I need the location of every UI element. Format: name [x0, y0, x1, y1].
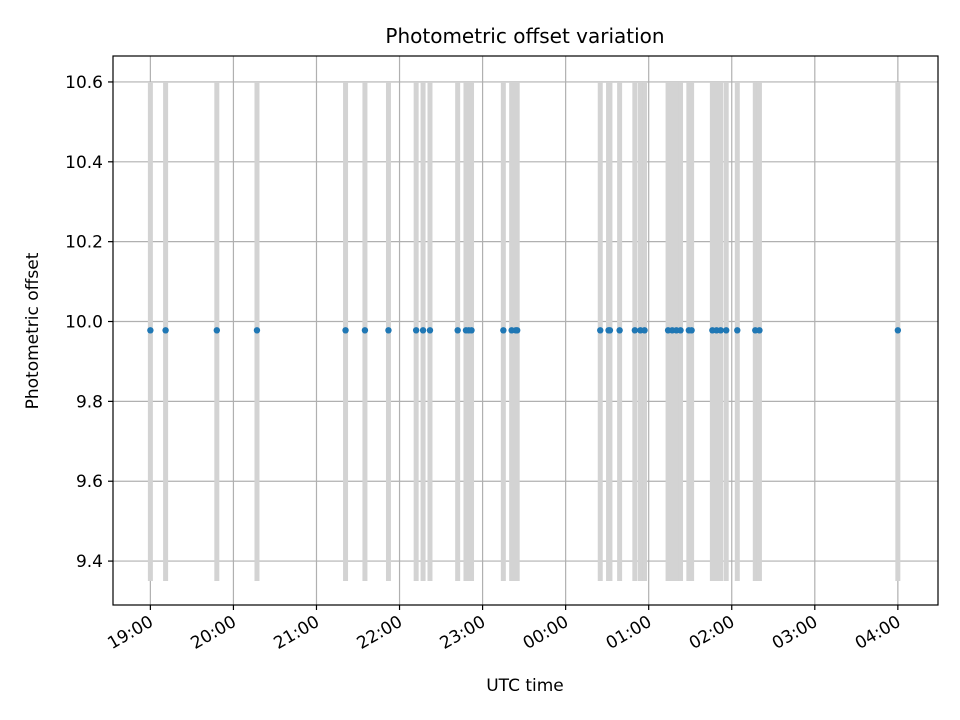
data-point [734, 327, 741, 334]
data-point [342, 327, 349, 334]
data-point [631, 327, 639, 334]
y-tick-label: 9.8 [76, 392, 103, 412]
x-tick-label: 22:00 [354, 612, 406, 654]
data-point [253, 327, 261, 334]
data-point [213, 327, 221, 334]
data-point [454, 327, 461, 334]
data-point [412, 327, 420, 334]
plot-frame [112, 55, 939, 606]
data-point [385, 327, 392, 334]
x-tick-label: 23:00 [437, 612, 489, 654]
y-tick-label: 10.0 [65, 313, 103, 333]
data-point [426, 327, 434, 334]
x-tick-label: 01:00 [603, 612, 655, 654]
y-tick-label: 10.4 [65, 153, 103, 173]
chart-title: Photometric offset variation [385, 24, 664, 48]
data-point [641, 327, 648, 334]
plot-area [113, 56, 938, 605]
x-axis-ticks: 19:00 20:00 21:00 22:00 23:00 00:00 01:00 02:00… [104, 605, 904, 654]
data-point [597, 327, 604, 334]
data-point [361, 327, 369, 334]
y-tick-label: 10.6 [65, 73, 103, 93]
x-tick-label: 19:00 [104, 612, 156, 654]
y-tick-label: 9.4 [76, 552, 103, 572]
data-point [723, 327, 730, 334]
x-axis-title: UTC time [486, 676, 564, 696]
y-axis-ticks: 9.4 9.6 9.8 10.0 10.2 10.4 10.6 [65, 73, 113, 572]
data-point [688, 327, 695, 334]
x-tick-label: 21:00 [271, 612, 323, 654]
x-tick-label: 04:00 [852, 612, 904, 654]
data-points [147, 327, 902, 334]
x-tick-label: 02:00 [686, 612, 738, 654]
data-point [500, 327, 507, 334]
data-point [894, 327, 902, 334]
data-point [717, 327, 724, 334]
data-point [162, 327, 169, 334]
data-point [756, 327, 763, 334]
data-point [606, 327, 614, 334]
x-tick-label: 00:00 [520, 612, 572, 654]
data-point [419, 327, 427, 334]
x-tick-label: 20:00 [187, 612, 239, 654]
y-axis-title: Photometric offset [23, 252, 43, 409]
data-point [677, 327, 684, 334]
data-point [513, 327, 521, 334]
x-tick-label: 03:00 [769, 612, 821, 654]
data-point [616, 327, 623, 334]
y-tick-label: 10.2 [65, 233, 103, 253]
data-point [147, 327, 154, 334]
y-tick-label: 9.6 [76, 472, 103, 492]
data-point [468, 327, 475, 334]
